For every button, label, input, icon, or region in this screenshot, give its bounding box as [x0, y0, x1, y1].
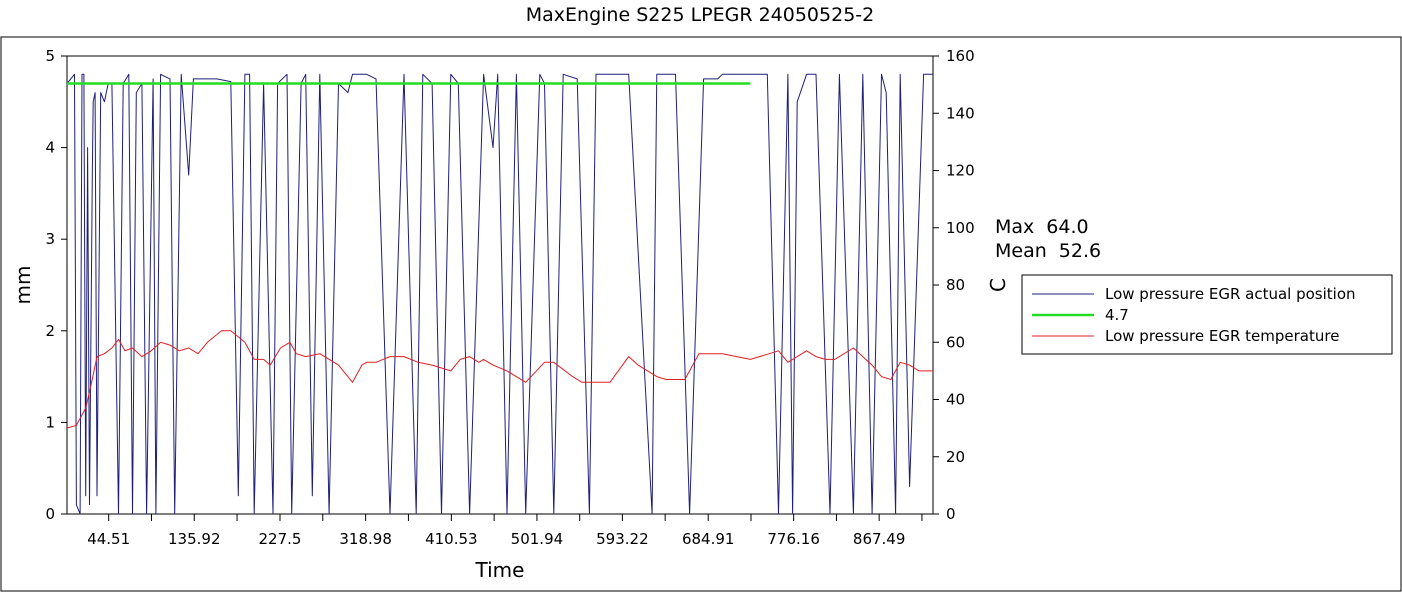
chart-border	[0, 36, 1402, 592]
x-tick-label: 44.51	[87, 530, 130, 548]
y-left-tick-label: 2	[45, 322, 55, 340]
y-right-tick-label: 120	[946, 162, 975, 180]
x-tick-label: 776.16	[767, 530, 820, 548]
stats-max: Max 64.0	[995, 216, 1089, 238]
stats-mean-value: 52.6	[1059, 240, 1101, 262]
axis-ticks: 0 1 2 3 4 5 0 20 40 60 80 100 120 140 160 44.51 135.92 22…	[45, 47, 974, 548]
legend-label-1: 4.7	[1105, 306, 1129, 324]
x-tick-label: 318.98	[339, 530, 392, 548]
x-tick-label: 501.94	[511, 530, 564, 548]
x-tick-label: 867.49	[853, 530, 906, 548]
legend-label-2: Low pressure EGR temperature	[1105, 327, 1339, 345]
y-left-tick-label: 1	[45, 413, 55, 431]
x-tick-label: 227.5	[259, 530, 302, 548]
y-axis-label-left: mm	[11, 266, 35, 305]
y-left-tick-label: 3	[45, 230, 55, 248]
y-right-tick-label: 100	[946, 219, 975, 237]
plot-area-frame	[66, 55, 934, 515]
y-left-tick-label: 4	[45, 139, 55, 157]
chart-title: MaxEngine S225 LPEGR 24050525-2	[526, 4, 874, 26]
x-tick-label: 684.91	[682, 530, 735, 548]
x-tick-label: 410.53	[425, 530, 478, 548]
y-left-tick-label: 0	[45, 505, 55, 523]
series-line-0	[66, 73, 933, 515]
y-right-tick-label: 60	[946, 333, 965, 351]
y-axis-label-right: C	[986, 278, 1010, 292]
stats-mean: Mean 52.6	[995, 240, 1101, 262]
y-left-tick-label: 5	[45, 47, 55, 65]
stats-box: Max 64.0 Mean 52.6	[995, 216, 1101, 262]
stats-max-label: Max	[995, 216, 1034, 238]
series-lines	[66, 73, 933, 515]
legend-label-0: Low pressure EGR actual position	[1105, 285, 1356, 303]
y-right-tick-label: 140	[946, 104, 975, 122]
legend: Low pressure EGR actual position 4.7 Low p…	[1021, 274, 1393, 355]
y-right-tick-label: 40	[946, 391, 965, 409]
y-right-tick-label: 20	[946, 448, 965, 466]
y-right-tick-label: 160	[946, 47, 975, 65]
stats-max-value: 64.0	[1046, 216, 1088, 238]
x-axis-label: Time	[475, 558, 525, 582]
y-right-tick-label: 80	[946, 276, 965, 294]
y-right-tick-label: 0	[946, 505, 956, 523]
x-tick-label: 135.92	[168, 530, 221, 548]
series-line-2	[66, 330, 933, 429]
x-tick-label: 593.22	[596, 530, 649, 548]
stats-mean-label: Mean	[995, 240, 1047, 262]
